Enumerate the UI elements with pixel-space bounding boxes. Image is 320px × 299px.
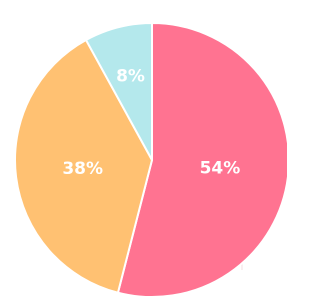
data-label: 54% xyxy=(200,159,241,179)
chart: 54% 38% 8% xyxy=(0,0,287,299)
page: {"chart_data": {"type": "pie", "values":… xyxy=(0,0,287,299)
data-label: 38% xyxy=(62,159,103,179)
data-label: 8% xyxy=(116,66,145,86)
